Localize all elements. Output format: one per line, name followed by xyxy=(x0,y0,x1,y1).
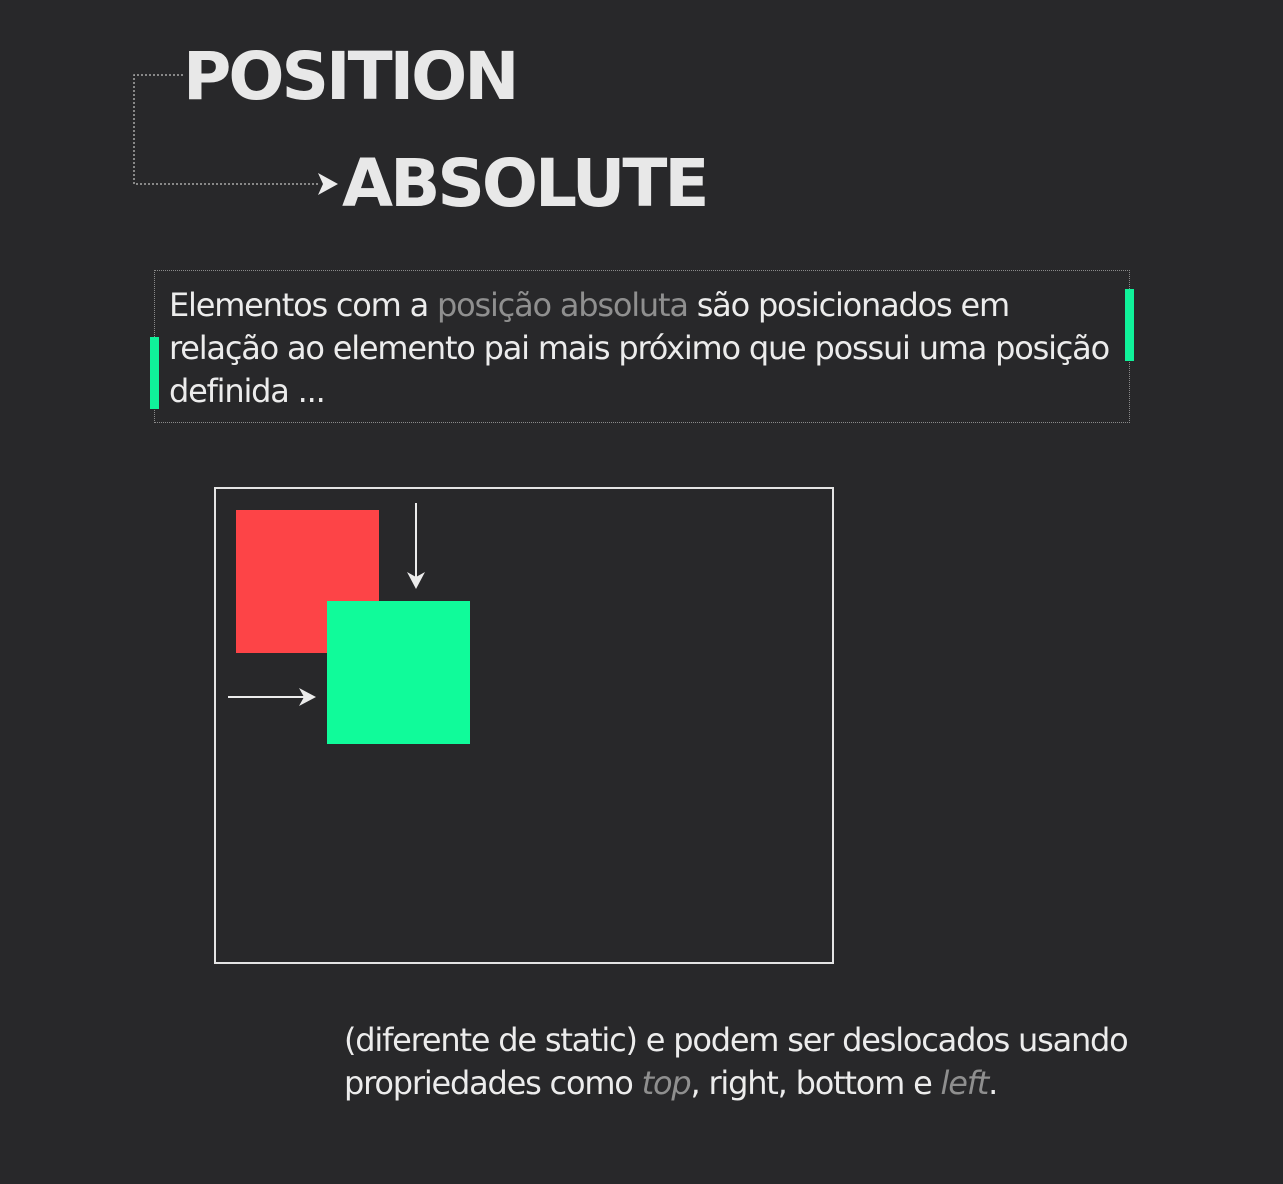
keyword-top: top xyxy=(641,1064,692,1102)
description-part1: Elementos com a xyxy=(169,286,438,324)
description-text: Elementos com a posição absoluta são pos… xyxy=(169,284,1124,413)
footer-part2: , right, bottom e xyxy=(690,1064,941,1102)
accent-bar-right xyxy=(1125,289,1134,361)
keyword-left: left xyxy=(940,1064,990,1102)
title-position: POSITION xyxy=(183,38,519,115)
parent-container-frame xyxy=(214,487,834,964)
accent-bar-left xyxy=(150,337,159,409)
absolute-green-box xyxy=(327,601,470,744)
title-absolute: ABSOLUTE xyxy=(342,145,709,222)
description-highlight: posição absoluta xyxy=(437,286,689,324)
footer-part3: . xyxy=(988,1064,998,1102)
description-part2: são posicionados em relação ao elemento … xyxy=(169,286,1110,410)
description-box: Elementos com a posição absoluta são pos… xyxy=(154,270,1130,423)
footer-part1: (diferente de static) e podem ser desloc… xyxy=(344,1021,1129,1102)
footer-text: (diferente de static) e podem ser desloc… xyxy=(344,1019,1224,1105)
connector-arrowhead xyxy=(318,173,338,195)
